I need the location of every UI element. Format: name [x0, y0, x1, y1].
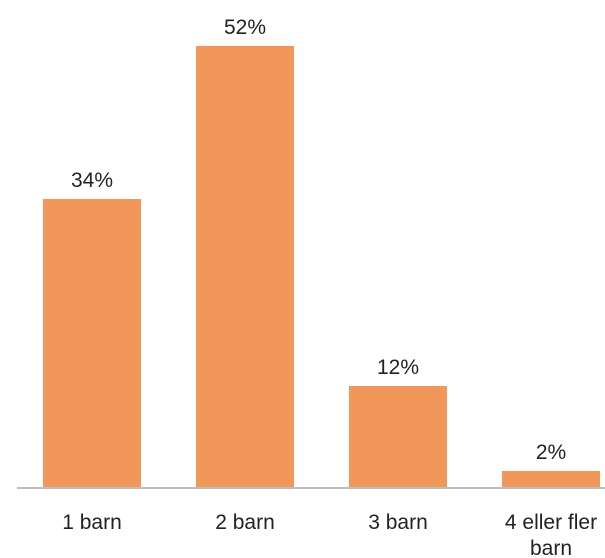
category-label-4-line-1: 4 eller fler [505, 511, 597, 534]
category-labels-group: 1 barn 2 barn 3 barn 4 eller fler barn [62, 511, 597, 558]
category-label-4: 4 eller fler barn [505, 511, 597, 558]
bar-1 [43, 199, 141, 488]
bars-group [43, 46, 600, 488]
value-label-1: 34% [71, 169, 113, 192]
category-label-4-line-2: barn [530, 537, 572, 558]
value-label-4: 2% [536, 441, 566, 464]
bar-3 [349, 386, 447, 488]
bar-4 [502, 471, 600, 488]
value-labels-group: 34% 52% 12% 2% [71, 16, 566, 464]
value-label-2: 52% [224, 16, 266, 39]
value-label-3: 12% [377, 356, 419, 379]
category-label-3-line-1: 3 barn [368, 511, 428, 534]
category-label-2-line-1: 2 barn [215, 511, 275, 534]
bar-2 [196, 46, 294, 488]
category-label-2: 2 barn [215, 511, 275, 534]
category-label-1-line-1: 1 barn [62, 511, 122, 534]
category-label-3: 3 barn [368, 511, 428, 534]
category-label-1: 1 barn [62, 511, 122, 534]
